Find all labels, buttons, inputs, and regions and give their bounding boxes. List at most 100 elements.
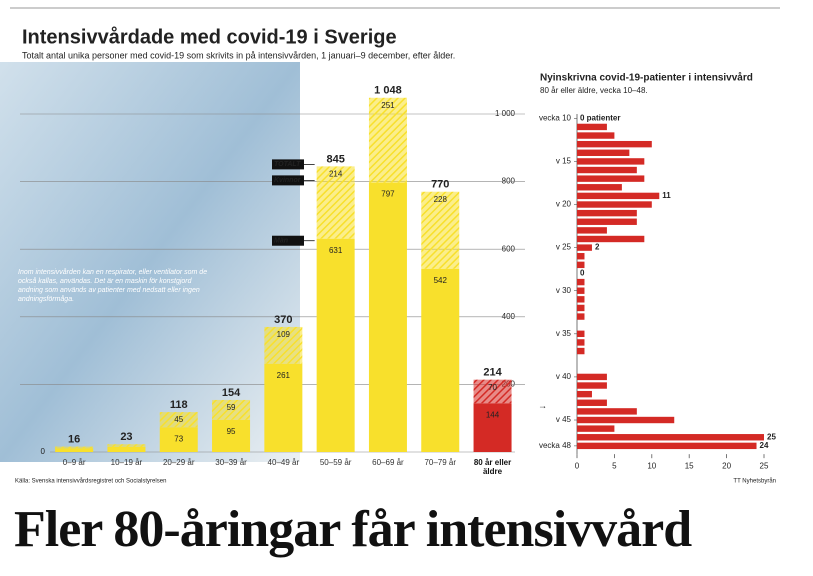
y-tick-label: v 30 — [556, 286, 572, 295]
chart-subtitle: Totalt antal unika personer med covid-19… — [22, 50, 455, 60]
bar — [577, 158, 645, 165]
total-label: 845 — [326, 153, 344, 165]
bar-segment — [368, 182, 407, 452]
segment-label: 144 — [486, 410, 500, 419]
x-tick-label: 60–69 år — [372, 458, 404, 467]
bar-segment — [264, 326, 303, 364]
bar — [577, 390, 592, 398]
tag-box — [272, 235, 304, 246]
headline: Fler 80-åringar får intensivvård — [14, 501, 692, 558]
y-tick-label: v 45 — [556, 415, 572, 424]
bar — [577, 416, 675, 424]
value-label: 0 patienter — [580, 113, 620, 122]
x-tick-label: 80 år eller äldre — [473, 458, 512, 476]
bar — [577, 253, 585, 260]
x-tick-label: 50–59 år — [319, 458, 352, 467]
segment-label: 228 — [434, 195, 448, 204]
segment-label: 73 — [174, 434, 183, 443]
x-label-box: 40–49 år — [267, 458, 300, 467]
value-label: 24 — [760, 441, 769, 450]
x-label-box: 30–39 år — [215, 458, 247, 467]
bar-segment — [159, 412, 198, 428]
bar-segment — [107, 444, 146, 447]
bar — [577, 261, 585, 269]
x-label-box: 70–79 år — [424, 458, 457, 467]
bar — [577, 227, 607, 234]
bar-segment — [316, 166, 355, 239]
total-label: 23 — [120, 431, 132, 443]
y-tick-label: vecka 48 — [539, 441, 572, 450]
y-tick-label: v 40 — [556, 372, 572, 381]
bar — [577, 218, 637, 225]
x-tick-label: 10–19 år — [110, 458, 143, 467]
bar — [577, 235, 645, 243]
bar — [577, 339, 585, 346]
bar — [577, 442, 757, 450]
x-tick-label: 20 — [722, 461, 731, 470]
y-tick-label: 0 — [41, 447, 46, 456]
bar — [577, 244, 592, 251]
bar — [577, 373, 607, 381]
source: Källa: Svenska intensivvårdsregistret oc… — [15, 478, 166, 485]
x-tick-label: 30–39 år — [215, 458, 247, 467]
bar — [577, 149, 630, 156]
side-subtitle: 80 år eller äldre, vecka 10–48. — [540, 86, 648, 95]
tag-box — [272, 159, 304, 170]
bar — [577, 209, 637, 217]
credit: TT Nyhetsbyrån — [733, 478, 776, 485]
x-tick-label: 40–49 år — [267, 458, 300, 467]
bar-segment — [264, 363, 303, 452]
bar — [577, 313, 585, 320]
total-label: 118 — [170, 399, 188, 411]
segment-label: 59 — [227, 403, 236, 412]
value-label: 2 — [595, 243, 600, 252]
bar-segment — [421, 191, 460, 269]
x-tick-label: 15 — [685, 461, 694, 470]
y-tick-label: 600 — [502, 244, 516, 253]
bar-segment — [159, 427, 198, 452]
bar-segment — [473, 379, 512, 404]
y-tick-label: 400 — [502, 312, 516, 321]
bar — [577, 382, 607, 389]
y-tick-label: v 20 — [556, 200, 572, 209]
total-label: 214 — [483, 367, 502, 379]
x-tick-label: 70–79 år — [424, 458, 457, 467]
bar — [577, 166, 637, 174]
segment-label: 70 — [488, 383, 497, 392]
y-tick-label: 1 000 — [495, 109, 516, 118]
segment-label: 95 — [227, 427, 236, 436]
segment-label: 542 — [434, 276, 448, 285]
y-tick-label: 800 — [502, 177, 516, 186]
x-label-box: 10–19 år — [110, 458, 143, 467]
tag-label: Män — [274, 238, 288, 245]
y-tick-label: v 15 — [556, 157, 572, 166]
total-label: 16 — [68, 433, 80, 445]
arrow: → — [538, 400, 547, 410]
segment-label: 251 — [381, 101, 395, 110]
side-title: Nyinskrivna covid-19-patienter i intensi… — [540, 72, 753, 84]
bar-segment — [212, 419, 251, 452]
bar — [577, 175, 645, 182]
segment-label: 631 — [329, 246, 343, 255]
bar — [577, 296, 585, 303]
bar — [577, 201, 652, 208]
bar — [577, 278, 585, 286]
x-label-box: 50–59 år — [319, 458, 352, 467]
bar-segment — [212, 399, 251, 420]
bar-segment — [316, 238, 355, 452]
bar — [577, 287, 585, 294]
x-tick-label: 0 — [575, 461, 580, 470]
x-label-box: 60–69 år — [372, 458, 404, 467]
segment-label: 797 — [381, 190, 395, 199]
bar-segment — [473, 403, 512, 452]
bar — [577, 347, 585, 355]
bar — [577, 132, 615, 139]
tag-box — [272, 175, 304, 186]
photo — [0, 62, 300, 462]
x-label-box: 80 år eller äldre — [473, 458, 512, 476]
value-label: 11 — [662, 191, 671, 200]
bar — [577, 434, 764, 441]
x-tick-label: 10 — [647, 461, 656, 470]
